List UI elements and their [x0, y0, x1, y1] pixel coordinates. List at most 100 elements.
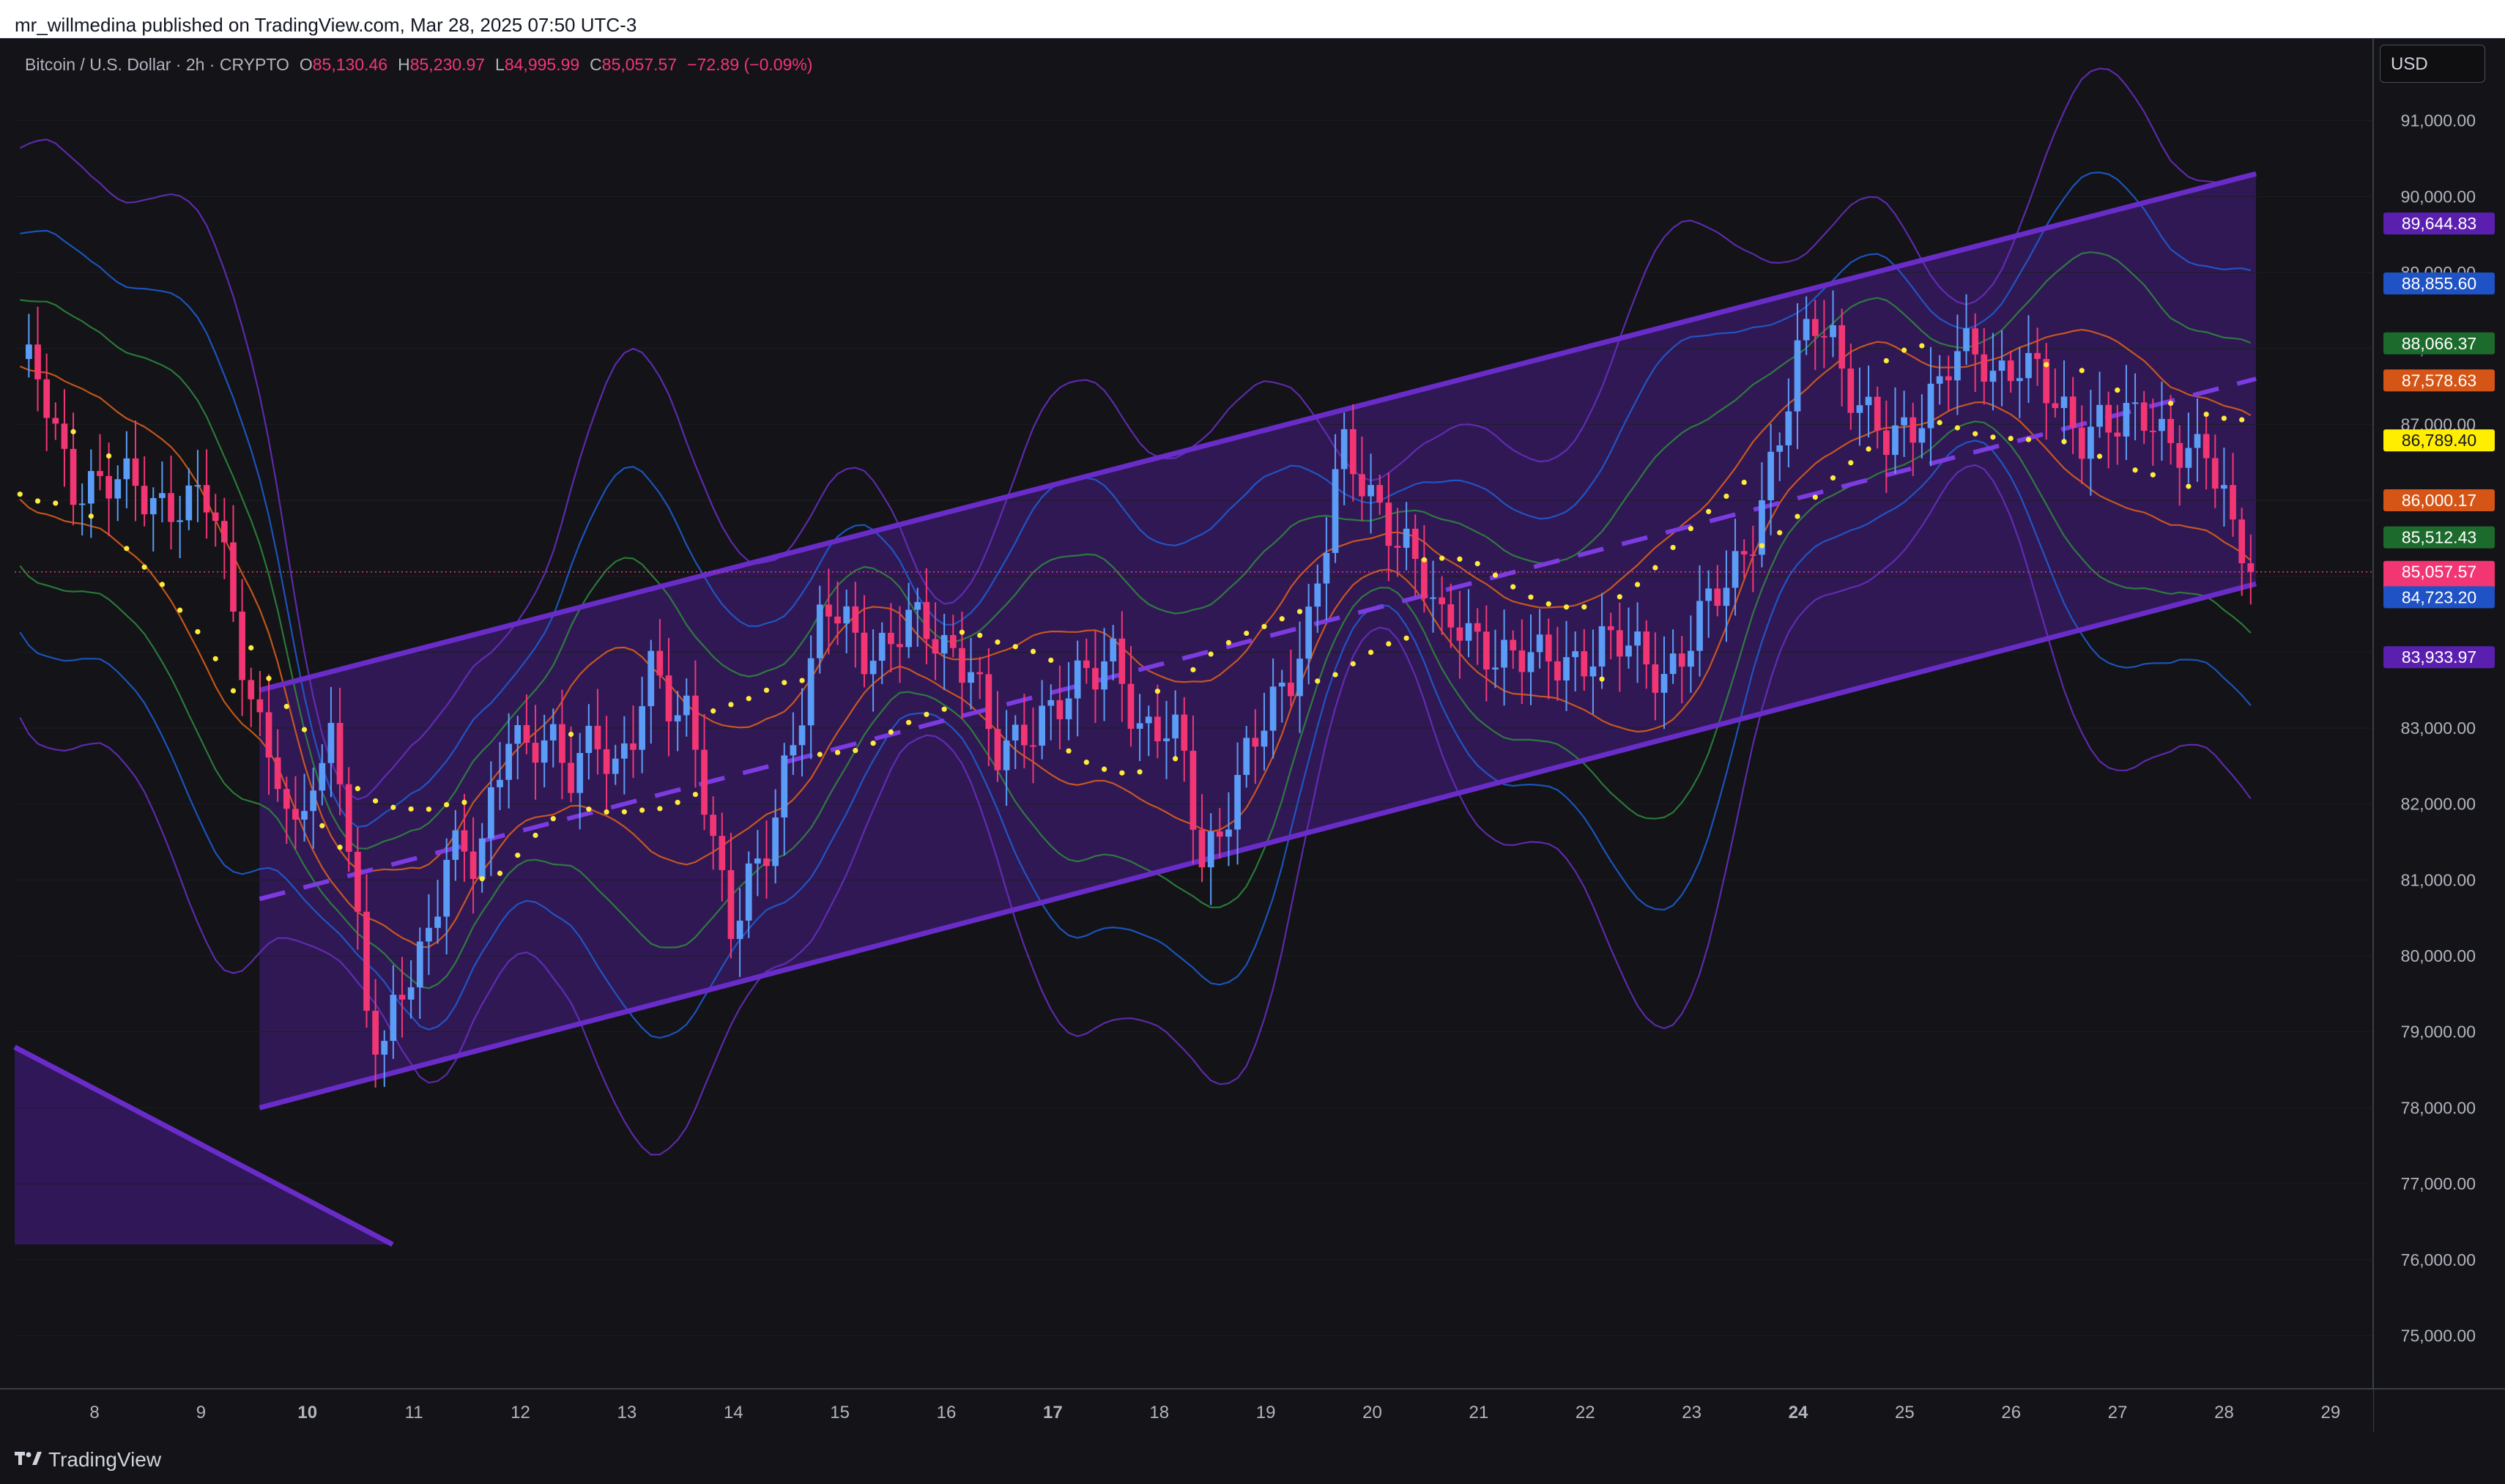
- chart-pane[interactable]: 75,000.00 76,000.00 77,000.00 78,000.00 79,0…: [0, 38, 2505, 1433]
- price-chart[interactable]: 75,000.00 76,000.00 77,000.00 78,000.00 79,0…: [0, 39, 2505, 1433]
- candle-body: [283, 789, 290, 809]
- psar-dot: [355, 786, 360, 792]
- candle-body: [1545, 634, 1552, 661]
- candle-body: [354, 851, 361, 912]
- candle-body: [1714, 588, 1721, 606]
- envelope-band: [20, 251, 2252, 850]
- candle-body: [1856, 405, 1863, 413]
- candle-body: [2176, 442, 2183, 468]
- candle-body: [1678, 653, 1685, 667]
- psar-dot: [515, 853, 521, 858]
- price-axis-panel: [2373, 39, 2505, 1433]
- candle-body: [2238, 519, 2246, 563]
- candle-body: [78, 503, 86, 505]
- candle-body: [1074, 660, 1081, 699]
- time-tick-label: 19: [1256, 1403, 1276, 1422]
- candle-body: [1225, 829, 1232, 837]
- candle-body: [2007, 360, 2014, 382]
- psar-dot: [1492, 572, 1499, 578]
- candle-body: [2043, 359, 2050, 404]
- envelope-band: [19, 439, 2252, 1039]
- channel-upper-line: [259, 171, 2257, 693]
- candle-body: [327, 722, 335, 763]
- psar-dot: [301, 727, 308, 732]
- candle-body: [1190, 750, 1197, 830]
- candle-body: [416, 941, 423, 987]
- price-label-text: 88,855.60: [2402, 274, 2476, 293]
- candle-body: [1332, 469, 1339, 553]
- tradingview-logo-icon[interactable]: [15, 1448, 42, 1472]
- psar-dot: [373, 798, 379, 804]
- psar-dot: [1367, 650, 1374, 656]
- legend-close-label: C: [590, 55, 602, 74]
- psar-dot: [141, 564, 147, 570]
- psar-dot: [1048, 657, 1054, 663]
- candle-body: [959, 648, 965, 683]
- price-label-tag: [2383, 332, 2495, 355]
- psar-dot: [1315, 678, 1321, 684]
- candle-body: [940, 635, 948, 654]
- psar-dot: [70, 428, 76, 434]
- candle-body: [1669, 653, 1677, 675]
- price-label-tag: [2383, 369, 2495, 392]
- candle-body: [1865, 396, 1872, 406]
- candle-body: [825, 604, 832, 617]
- candle-body: [1421, 558, 1428, 598]
- psar-dot: [1741, 479, 1747, 486]
- envelope-band: [19, 67, 2251, 801]
- candle-body: [878, 632, 886, 661]
- psar-dot: [444, 802, 450, 808]
- candle-body: [1554, 661, 1561, 680]
- price-label-text: 86,000.17: [2402, 491, 2476, 510]
- candle-body: [1643, 631, 1650, 665]
- psar-dot: [1883, 357, 1889, 364]
- candle-body: [585, 725, 593, 753]
- candle-body: [1963, 328, 1970, 352]
- candle-body: [2230, 485, 2236, 520]
- candle-body: [2149, 431, 2156, 433]
- candle-body: [1972, 328, 1979, 355]
- psar-dot: [1670, 544, 1676, 551]
- candle-body: [1145, 716, 1152, 724]
- legend-open-value: 85,130.46: [312, 55, 388, 74]
- candle-body: [861, 632, 868, 675]
- psar-dot: [1652, 565, 1658, 571]
- psar-dot: [1474, 560, 1480, 567]
- psar-dot: [1350, 661, 1356, 667]
- candle-body: [194, 485, 201, 487]
- brand-name[interactable]: TradingView: [48, 1448, 162, 1471]
- psar-dot: [2186, 483, 2192, 489]
- candle-body: [452, 830, 459, 860]
- psar-dot: [337, 845, 343, 850]
- candle-body: [426, 927, 432, 942]
- currency-button[interactable]: USD: [2380, 45, 2485, 83]
- psar-dot: [1154, 689, 1160, 694]
- psar-dot: [1332, 672, 1338, 678]
- price-label-tag: [2383, 646, 2495, 669]
- psar-dot: [1066, 748, 1072, 754]
- candle-body: [985, 674, 992, 730]
- candle-body: [372, 1010, 379, 1055]
- candle-body: [1065, 698, 1072, 719]
- candle-body: [1581, 651, 1588, 677]
- candle-body: [1759, 500, 1765, 555]
- candle-body: [1030, 745, 1036, 747]
- psar-dot: [657, 806, 663, 812]
- price-tick-label: 90,000.00: [2401, 187, 2476, 206]
- price-label-tag: [2383, 272, 2495, 294]
- psar-dot: [1083, 760, 1089, 765]
- psar-dot: [1528, 594, 1534, 600]
- candle-body: [807, 658, 814, 726]
- psar-dot: [1795, 513, 1800, 519]
- candle-body: [532, 742, 539, 763]
- candle-body: [1376, 485, 1384, 503]
- channel-lower-line: [259, 581, 2257, 1110]
- candle-body: [968, 672, 974, 683]
- candle-body: [256, 699, 264, 713]
- candle-body: [1527, 652, 1534, 672]
- candle-body: [149, 497, 157, 515]
- candle-body: [1403, 528, 1410, 548]
- legend-open-label: O: [299, 55, 313, 74]
- psar-dot: [1173, 756, 1179, 762]
- psar-dot: [763, 687, 770, 693]
